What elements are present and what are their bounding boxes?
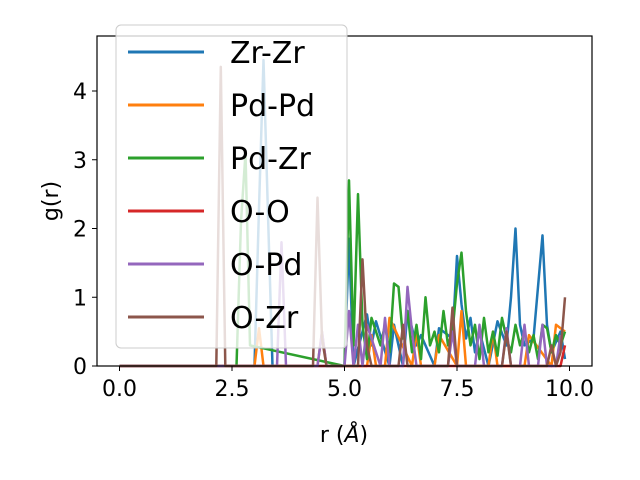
y-tick-label: 4 bbox=[73, 80, 87, 105]
x-tick-label: 10.0 bbox=[545, 377, 594, 402]
x-tick-label: 5.0 bbox=[327, 377, 362, 402]
y-axis-label: g(r) bbox=[39, 181, 64, 221]
legend-label-o-zr: O-Zr bbox=[230, 301, 299, 336]
y-tick-label: 0 bbox=[73, 355, 87, 380]
x-tick-label: 0.0 bbox=[102, 377, 137, 402]
legend: Zr-Zr Pd-Pd Pd-Zr O-O O-Pd O-Zr bbox=[115, 24, 348, 349]
x-axis-label: r (Å) bbox=[320, 421, 368, 448]
legend-label-o-o: O-O bbox=[230, 195, 290, 230]
legend-box bbox=[115, 24, 348, 349]
y-axis-ticks: 0 1 2 3 4 bbox=[73, 80, 97, 380]
legend-label-o-pd: O-Pd bbox=[230, 248, 302, 283]
legend-label-pd-pd: Pd-Pd bbox=[230, 89, 315, 124]
y-tick-label: 3 bbox=[73, 149, 87, 174]
x-tick-label: 7.5 bbox=[440, 377, 475, 402]
legend-items: Zr-Zr Pd-Pd Pd-Zr O-O O-Pd O-Zr bbox=[128, 36, 315, 336]
y-tick-label: 1 bbox=[73, 286, 87, 311]
x-tick-label: 2.5 bbox=[215, 377, 250, 402]
x-axis-ticks: 0.0 2.5 5.0 7.5 10.0 bbox=[102, 366, 594, 402]
legend-label-zr-zr: Zr-Zr bbox=[230, 36, 305, 71]
y-tick-label: 2 bbox=[73, 218, 87, 243]
legend-label-pd-zr: Pd-Zr bbox=[230, 142, 312, 177]
